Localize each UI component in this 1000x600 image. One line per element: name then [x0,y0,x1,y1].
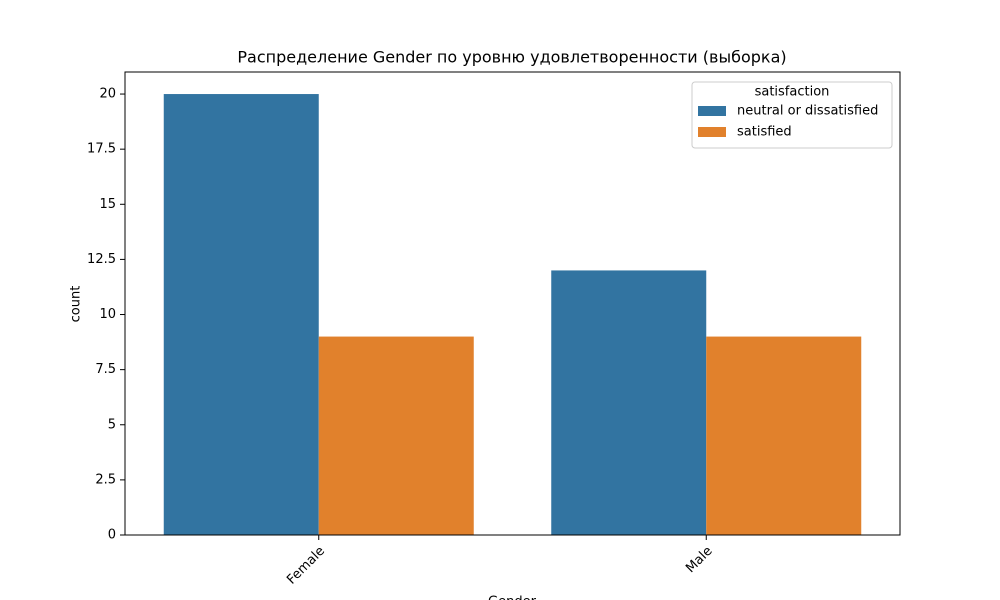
legend: satisfaction neutral or dissatisfied satis… [691,81,893,149]
x-tick-label: Male [683,544,715,576]
bar [706,336,862,535]
y-tick-label: 2.5 [95,472,116,487]
legend-swatch [698,106,726,116]
y-tick-label: 20 [99,87,116,102]
legend-title: satisfaction [755,85,830,100]
y-axis-label: count [69,286,84,323]
bar [318,336,474,535]
legend-swatch [698,127,726,137]
legend-label: satisfied [737,125,792,140]
y-tick-label: 0 [108,528,116,543]
y-tick-label: 17.5 [87,142,116,157]
x-axis-label: Gender [488,595,537,600]
chart-title: Распределение Gender по уровню удовлетво… [237,48,786,67]
y-tick-label: 5 [108,417,116,432]
x-tick-label: Female [284,544,328,588]
bar [551,270,707,535]
legend-label: neutral or dissatisfied [737,104,878,119]
plot-frame [124,71,901,536]
y-tick-label: 15 [99,197,116,212]
legend-frame [691,81,893,149]
bar [163,94,319,536]
y-tick-label: 12.5 [87,252,116,267]
y-tick-label: 7.5 [95,362,116,377]
y-tick-label: 10 [99,307,116,322]
